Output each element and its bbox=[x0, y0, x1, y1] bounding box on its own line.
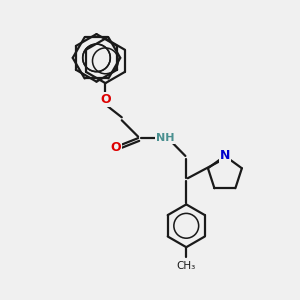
Text: N: N bbox=[220, 149, 230, 162]
Text: CH₃: CH₃ bbox=[177, 261, 196, 271]
Text: NH: NH bbox=[156, 133, 174, 143]
Text: O: O bbox=[100, 93, 111, 106]
Text: O: O bbox=[110, 140, 121, 154]
